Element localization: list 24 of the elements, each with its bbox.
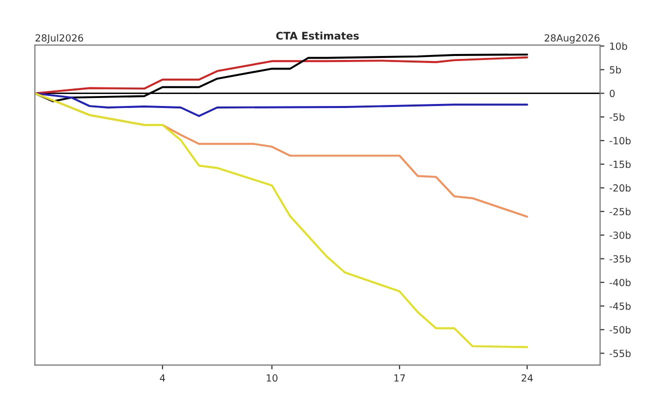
line-series: [34, 92, 528, 348]
x-tick-label: 4: [160, 374, 166, 382]
line-series: [34, 92, 528, 117]
y-tick-label: -30b: [610, 231, 631, 239]
y-tick-label: -35b: [610, 255, 631, 263]
y-tick-label: -5b: [610, 113, 624, 121]
y-tick-label: 10b: [610, 42, 628, 50]
text: 28Aug2026: [544, 34, 600, 44]
y-tick-label: -10b: [610, 136, 631, 144]
y-tick-label: -50b: [610, 326, 631, 334]
y-tick-label: 0: [610, 90, 615, 98]
chart-title: CTA Estimates: [276, 32, 359, 40]
y-tick-label: 5b: [610, 66, 621, 74]
y-tick-label: -15b: [610, 160, 631, 168]
y-tick-label: -45b: [610, 302, 631, 310]
y-tick-label: -40b: [610, 278, 631, 286]
x-tick-label: 24: [522, 374, 533, 382]
y-tick-label: -20b: [610, 184, 631, 192]
x-tick-label: 17: [394, 374, 405, 382]
line-series: [34, 56, 528, 94]
y-tick-label: -25b: [610, 208, 631, 216]
text: 28Jul2026: [36, 34, 84, 44]
x-tick-label: 10: [266, 374, 278, 382]
y-tick-label: -55b: [610, 350, 631, 358]
